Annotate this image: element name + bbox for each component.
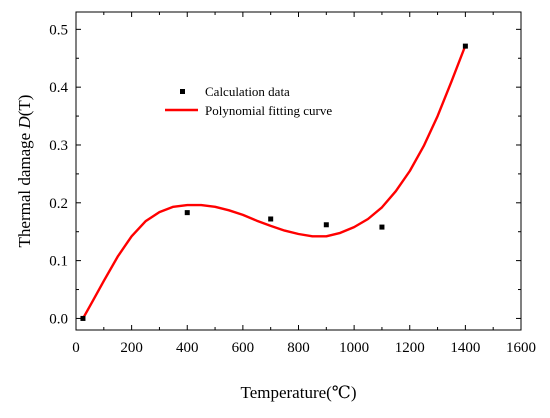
data-point-marker [184,210,190,216]
y-axis-label-variable: D [15,116,34,130]
legend-label-fitting-curve: Polynomial fitting curve [205,103,332,118]
data-point-marker [379,224,385,230]
x-tick-label: 0 [72,340,80,356]
x-tick-label: 1400 [450,340,480,356]
y-tick-label: 0.0 [49,311,68,327]
x-axis-label: Temperature(℃) [241,383,357,402]
y-axis-label: Thermal damage D(T) [15,95,34,248]
plot-area-border [75,11,522,331]
y-tick-label: 0.3 [49,138,68,154]
data-point-marker [80,315,86,321]
y-tick-label: 0.1 [49,254,68,270]
y-axis-ticks: 0.0 0.1 0.2 0.3 0.4 0.5 [49,22,521,327]
x-tick-label: 400 [176,340,199,356]
x-tick-label: 1600 [506,340,536,356]
legend: Calculation data Polynomial fitting curve [165,84,332,118]
x-tick-label: 1200 [395,340,425,356]
x-tick-label: 200 [120,340,143,356]
legend-scatter-marker [180,89,185,94]
x-axis-ticks: 0 200 400 600 800 1000 1200 1400 1600 [72,12,536,356]
plot-frame [75,11,522,331]
x-tick-label: 600 [232,340,255,356]
y-tick-label: 0.4 [49,80,68,96]
y-tick-label: 0.5 [49,22,68,38]
x-tick-label: 1000 [339,340,369,356]
fitting-curve-line [81,45,467,319]
data-point-marker [462,43,468,49]
y-axis-label-suffix: (T) [15,95,34,117]
series-layer [80,43,468,321]
y-axis-label-prefix: Thermal damage [15,129,34,248]
legend-label-calculation-data: Calculation data [205,84,290,99]
data-point-marker [323,222,329,228]
x-tick-label: 800 [287,340,310,356]
y-tick-label: 0.2 [49,196,68,212]
data-point-marker [268,216,274,222]
